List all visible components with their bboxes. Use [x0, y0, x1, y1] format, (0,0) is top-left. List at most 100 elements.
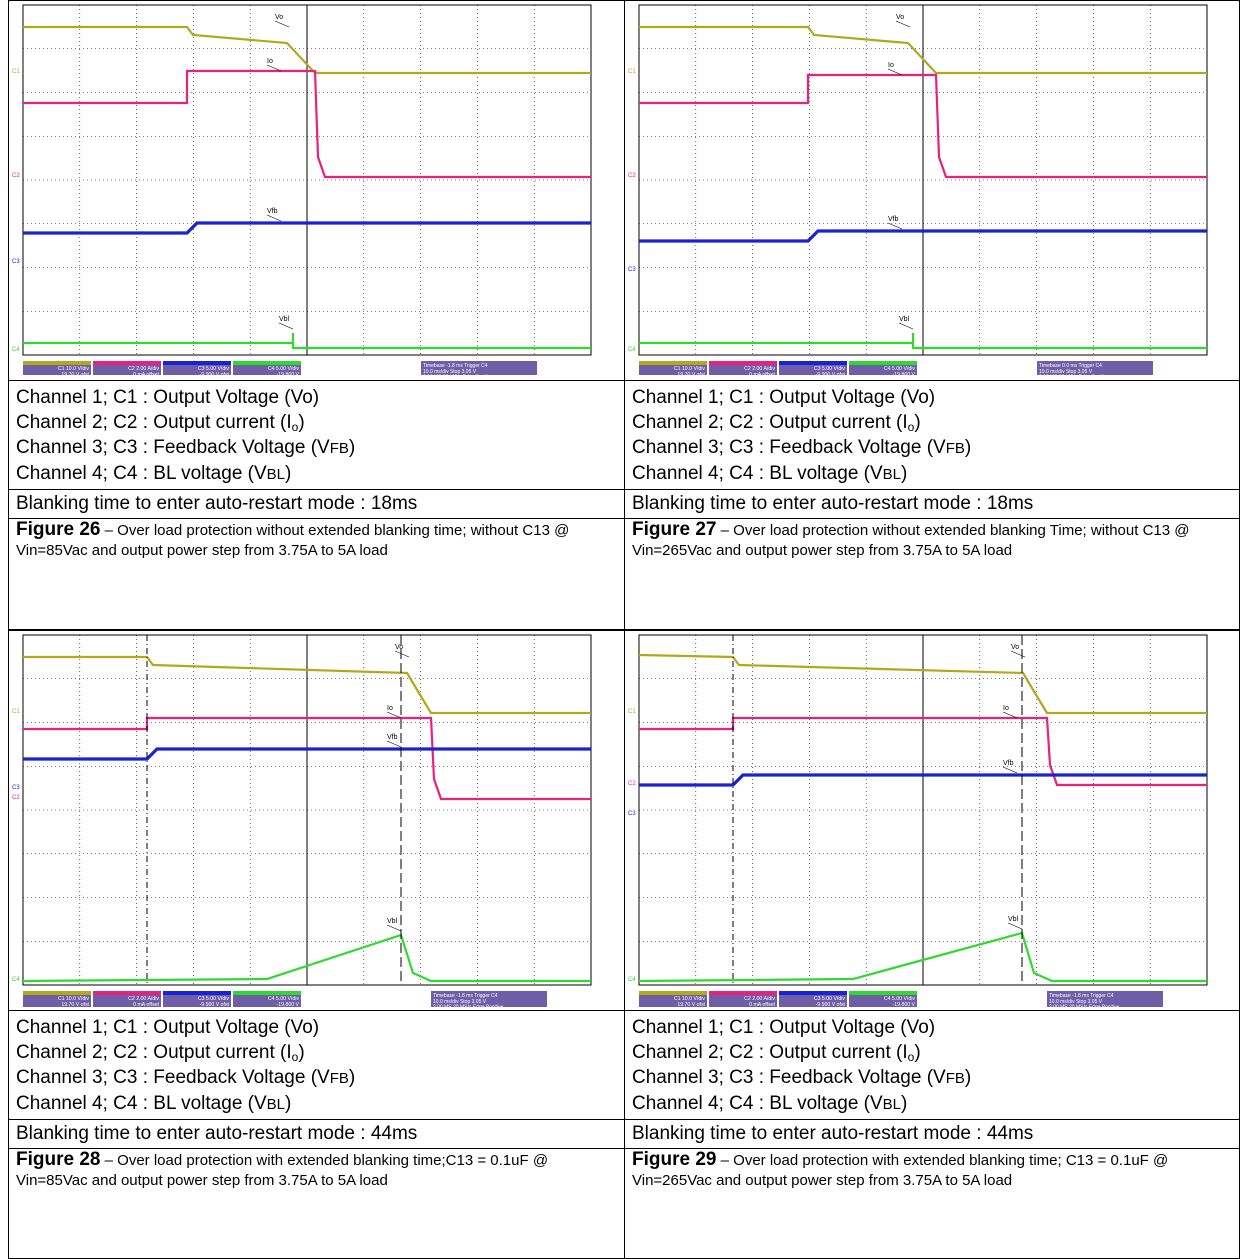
trace-io [639, 73, 1207, 179]
channel-marker: C2 [12, 795, 20, 801]
channel-readout: 19.70 V ofst [677, 372, 705, 377]
scope-capture-fig27: Vo Io Vfb Vbl C1 C2 C3 C4 C1 10.0 V/div 19.70 V o… [624, 0, 1240, 381]
channel-line: Channel 4; C4 : BL voltage (VBL) [16, 463, 292, 484]
channel-line: Channel 3; C3 : Feedback Voltage (VFB) [632, 437, 972, 458]
channel-marker: C1 [12, 709, 20, 715]
graticule [22, 634, 592, 986]
channel-readout: -19.800 V [277, 372, 300, 377]
channel-marker: C2 [12, 173, 20, 179]
trace-label-vo: Vo [275, 14, 283, 21]
channel-readout: C2 2.00 A/div [744, 366, 775, 372]
timebase-readout: Timebase -1.8 ms Trigger C4 [433, 993, 498, 999]
channel-line: Channel 3; C3 : Feedback Voltage (VFB) [16, 437, 356, 458]
timebase-box [421, 361, 537, 375]
channel-line: Channel 3; C3 : Feedback Voltage (VFB) [16, 1067, 356, 1088]
channel-readout: -19.800 V [893, 372, 916, 377]
channel-marker: C1 [628, 69, 636, 75]
trace-label-vfb: Vfb [267, 208, 278, 215]
channel-marker: C3 [628, 811, 636, 817]
trace-vbl [638, 931, 1207, 983]
trace-vo [23, 25, 591, 75]
timebase-readout: 2.00 MS 20 MS/s Edge Positive [1039, 375, 1110, 377]
channel-marker: C3 [628, 267, 636, 273]
figure-label: Figure 27 [632, 519, 717, 540]
scope-capture-fig28: Vo Io Vfb Vbl C1 C2 C3 C4 C1 10.0 V/div 19.70 V o… [8, 630, 625, 1011]
figure-label: Figure 29 [632, 1149, 717, 1170]
channel-marker: C4 [12, 347, 20, 353]
figure-label: Figure 26 [16, 519, 101, 540]
timebase-readout: 10.0 ms/div Stop 3.05 V [1049, 999, 1103, 1005]
channel-line: Channel 1; C1 : Output Voltage (Vo) [16, 387, 320, 408]
trace-label-io: Io [267, 58, 273, 65]
trace-vbl [639, 333, 1207, 350]
channel-readout: C4 5.00 V/div [884, 996, 916, 1002]
channel-line: Channel 1; C1 : Output Voltage (Vo) [632, 1017, 936, 1038]
channel-readout: C4 5.00 V/div [268, 366, 300, 372]
timebase-box [1037, 361, 1153, 375]
timebase-readout: Timebase -1.8 ms Trigger C4 [1049, 993, 1114, 999]
caption-text: – Over load protection without extended … [632, 522, 1190, 559]
blanking-time: Blanking time to enter auto-restart mode… [8, 489, 625, 519]
channel-readout: C4 5.00 V/div [268, 996, 300, 1002]
trace-label-vo: Vo [896, 14, 904, 21]
timebase-box [1047, 991, 1163, 1007]
timebase-readout: 10.0 ms/div Stop 3.05 V [433, 999, 487, 1005]
timebase-readout: Timebase 0.0 ms Trigger C4 [1039, 363, 1102, 369]
channel-readout: 0 mA offset [133, 372, 159, 377]
channel-line: Channel 2; C2 : Output current (Io) [16, 1042, 305, 1064]
trace-label-io: Io [1003, 705, 1009, 712]
channel-line: Channel 1; C1 : Output Voltage (Vo) [632, 387, 936, 408]
trace-vo [639, 25, 1207, 75]
channel-marker: C2 [628, 781, 636, 787]
channel-line: Channel 2; C2 : Output current (Io) [632, 1042, 921, 1064]
channel-legend: Channel 1; C1 : Output Voltage (Vo) Chann… [8, 380, 625, 490]
channel-legend: Channel 1; C1 : Output Voltage (Vo) Chann… [624, 380, 1240, 490]
timebase-readout: 10.0 ms/div Stop 3.05 V [423, 369, 477, 375]
figure-caption: Figure 26 – Over load protection without… [8, 518, 625, 630]
trace-label-vbl: Vbl [899, 316, 910, 323]
trace-vfb [23, 747, 591, 761]
channel-readout: 0 mA offset [749, 1002, 775, 1007]
trace-label-io: Io [387, 705, 393, 712]
blanking-time: Blanking time to enter auto-restart mode… [624, 489, 1240, 519]
channel-marker: C3 [12, 259, 20, 265]
trace-label-vbl: Vbl [1008, 916, 1019, 923]
trace-vo [638, 653, 1207, 715]
channel-marker: C2 [628, 173, 636, 179]
channel-line: Channel 4; C4 : BL voltage (VBL) [632, 1093, 908, 1114]
channel-legend: Channel 1; C1 : Output Voltage (Vo) Chann… [8, 1010, 625, 1120]
trace-label-vo: Vo [1011, 644, 1019, 651]
channel-readout: C3 5.00 V/div [814, 996, 846, 1002]
channel-readout: C3 5.00 V/div [198, 366, 230, 372]
channel-line: Channel 1; C1 : Output Voltage (Vo) [16, 1017, 320, 1038]
channel-readout: C2 2.00 A/div [744, 996, 775, 1002]
channel-readout: -9.900 V ofst [816, 372, 846, 377]
graticule [638, 634, 1208, 986]
channel-marker: C4 [12, 977, 20, 983]
channel-readout: C3 5.00 V/div [814, 366, 846, 372]
channel-line: Channel 2; C2 : Output current (Io) [632, 412, 921, 434]
figure-table: Vo Io Vfb Vbl C1 C2 C3 C4 C1 10.0 V/div 19.70 V o… [8, 0, 1240, 1259]
trace-io [23, 69, 591, 179]
timebase-readout: 10.0 ms/div Stop 3.05 V [1039, 369, 1093, 375]
timebase-readout: Timebase -1.8 ms Trigger C4 [423, 363, 488, 369]
channel-readout: -9.900 V ofst [816, 1002, 846, 1007]
trace-vo [23, 655, 591, 715]
trace-label-vfb: Vfb [1003, 760, 1014, 767]
channel-readout: 0 mA offset [749, 372, 775, 377]
channel-readout: C1 10.0 V/div [674, 366, 706, 372]
trace-vfb [639, 773, 1207, 787]
timebase-readout: 2.00 MS 20 MS/s Edge Positive [433, 1005, 504, 1007]
channel-readout: -9.900 V ofst [200, 372, 230, 377]
channel-legend: Channel 1; C1 : Output Voltage (Vo) Chann… [624, 1010, 1240, 1120]
blanking-time: Blanking time to enter auto-restart mode… [624, 1119, 1240, 1149]
channel-marker: C1 [12, 69, 20, 75]
caption-text: – Over load protection without extended … [16, 522, 570, 559]
channel-line: Channel 4; C4 : BL voltage (VBL) [632, 463, 908, 484]
timebase-readout: 2.00 MS 20 MS/s Edge Positive [423, 375, 494, 377]
trace-vbl [22, 933, 591, 983]
scope-capture-fig26: Vo Io Vfb Vbl C1 C2 C3 C4 C1 10.0 V/div 19.70 V o… [8, 0, 625, 381]
